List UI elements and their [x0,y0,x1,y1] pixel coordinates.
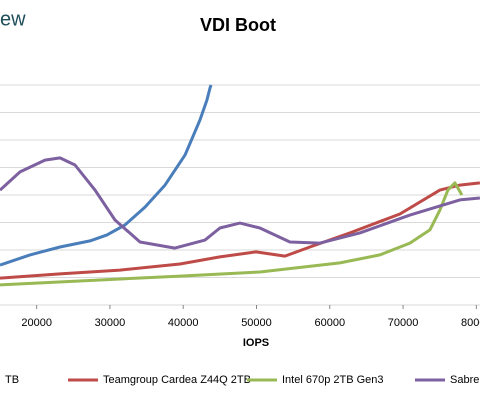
legend-label: TB [5,374,19,386]
x-tick-label: 60000 [314,317,345,329]
series-line [0,84,213,267]
legend-label: Teamgroup Cardea Z44Q 2TB [103,374,251,386]
series-line [0,181,464,287]
x-tick-label: 70000 [388,317,419,329]
series-line [0,156,480,250]
x-tick-label: 30000 [95,317,126,329]
x-axis-label: IOPS [243,337,269,349]
chart-title: VDI Boot [200,15,276,35]
x-tick-label: 80000 [461,317,480,329]
x-tick-label: 20000 [21,317,52,329]
legend-label: Sabren [450,374,480,386]
x-tick-label: 40000 [168,317,199,329]
x-tick-label: 50000 [241,317,272,329]
logo-text: ew [0,8,26,30]
legend-label: Intel 670p 2TB Gen3 [282,374,384,386]
series-line [0,181,480,280]
